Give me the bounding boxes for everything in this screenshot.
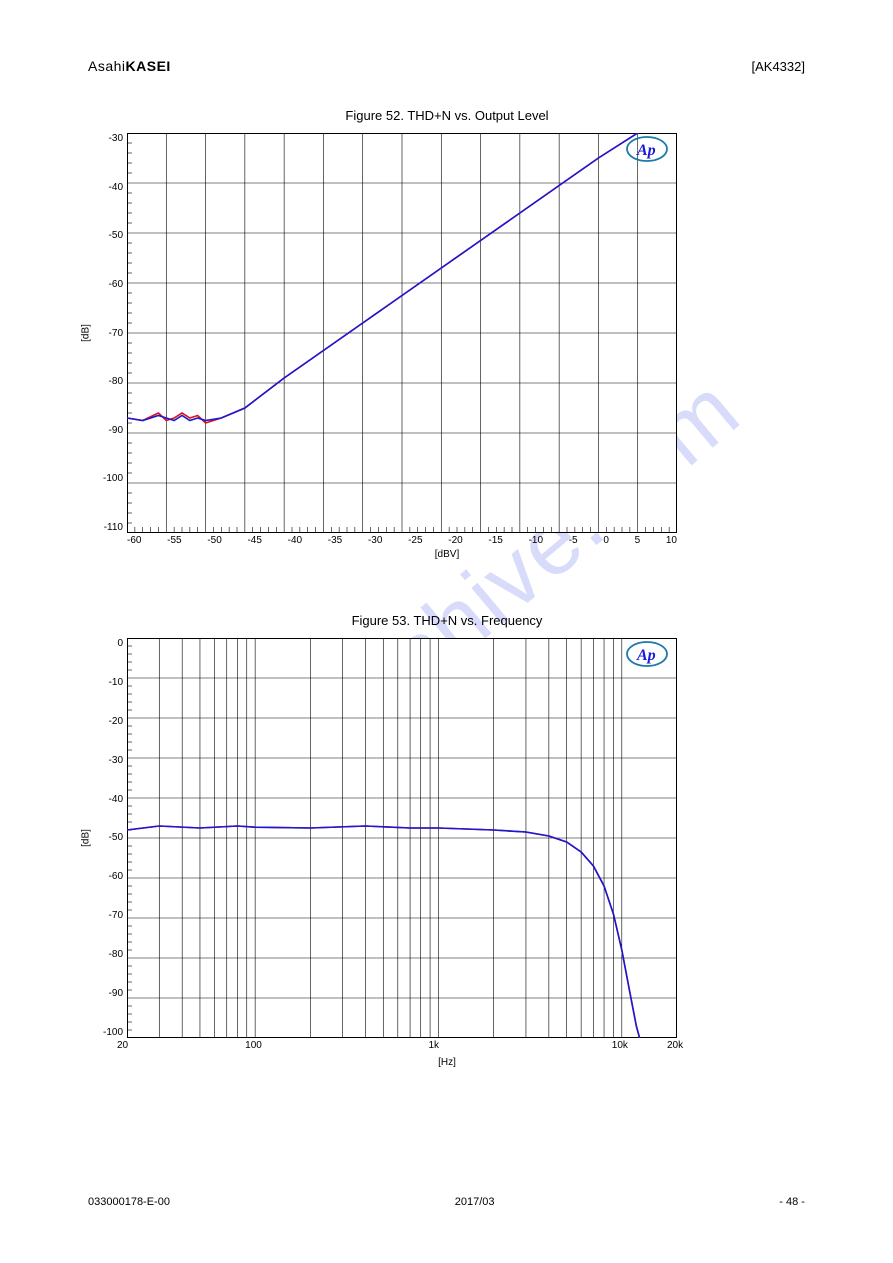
- brand-logo: AsahiKASEI: [88, 58, 171, 74]
- brand-bold: KASEI: [126, 58, 171, 74]
- figure-2-y-ticks: 0-10-20-30-40-50-60-70-80-90-100: [99, 638, 123, 1038]
- figure-2-y-title: [dB]: [80, 829, 91, 847]
- figure-1-plotbox: [dB] -30-40-50-60-70-80-90-100-110 Ap: [127, 133, 767, 533]
- figure-1-y-ticks: -30-40-50-60-70-80-90-100-110: [99, 133, 123, 533]
- figure-2-x-ticks: 201001k10k20k: [127, 1040, 677, 1054]
- figure-2-title: Figure 53. THD+N vs. Frequency: [127, 613, 767, 628]
- figure-1: Figure 52. THD+N vs. Output Level [dB] -…: [127, 108, 767, 560]
- figure-1-x-title: [dBV]: [127, 549, 767, 560]
- footer-page: - 48 -: [779, 1196, 805, 1208]
- figure-2-plotbox: [dB] 0-10-20-30-40-50-60-70-80-90-100 Ap: [127, 638, 767, 1038]
- figure-1-x-ticks: -60-55-50-45-40-35-30-25-20-15-10-50510: [127, 535, 677, 546]
- footer-doc-id: 033000178-E-00: [88, 1196, 170, 1208]
- figure-1-svg: Ap: [127, 133, 677, 533]
- figure-2-x-title: [Hz]: [127, 1057, 767, 1068]
- figure-2-svg: Ap: [127, 638, 677, 1038]
- figure-2: Figure 53. THD+N vs. Frequency [dB] 0-10…: [127, 613, 767, 1068]
- figure-2-chart: [dB] 0-10-20-30-40-50-60-70-80-90-100 Ap…: [127, 638, 767, 1068]
- page-footer: 033000178-E-00 2017/03 - 48 -: [88, 1196, 805, 1208]
- part-number: [AK4332]: [752, 59, 806, 74]
- svg-text:Ap: Ap: [636, 142, 656, 159]
- footer-date: 2017/03: [455, 1196, 495, 1208]
- figure-1-chart: [dB] -30-40-50-60-70-80-90-100-110 Ap -6…: [127, 133, 767, 560]
- figure-1-y-title: [dB]: [80, 324, 91, 342]
- brand-light: Asahi: [88, 58, 126, 74]
- svg-text:Ap: Ap: [636, 647, 656, 664]
- figure-1-title: Figure 52. THD+N vs. Output Level: [127, 108, 767, 123]
- page-header: AsahiKASEI [AK4332]: [88, 58, 805, 74]
